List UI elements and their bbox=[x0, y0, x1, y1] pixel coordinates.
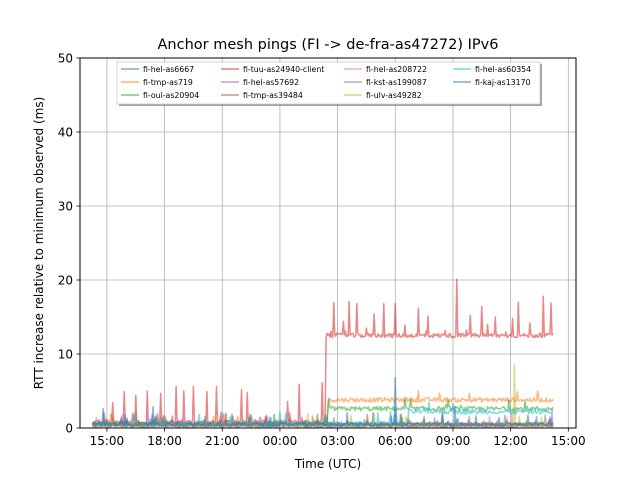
legend-label: fi-tmp-as39484 bbox=[243, 91, 303, 100]
y-tick-label: 10 bbox=[58, 348, 73, 362]
x-tick-label: 03:00 bbox=[320, 434, 355, 448]
y-axis-label: RTT increase relative to minimum observe… bbox=[32, 97, 46, 390]
x-tick-label: 15:00 bbox=[90, 434, 125, 448]
y-tick-label: 40 bbox=[58, 126, 73, 140]
x-axis-label: Time (UTC) bbox=[294, 457, 361, 471]
y-tick-label: 50 bbox=[58, 52, 73, 66]
legend-label: fi-ulv-as49282 bbox=[366, 91, 422, 100]
plot-frame bbox=[79, 57, 577, 429]
legend-label: fi-tmp-as719 bbox=[143, 78, 193, 87]
legend-label: fi-hel-as60354 bbox=[475, 65, 531, 74]
x-tick-label: 09:00 bbox=[436, 434, 471, 448]
legend: fi-hel-as6667 fi-tmp-as719 fi-oul-as20904 f… bbox=[116, 61, 542, 106]
legend-label: fi-tuu-as24940-client bbox=[243, 65, 324, 74]
y-tick-label: 20 bbox=[58, 274, 73, 288]
legend-label: fi-kaj-as13170 bbox=[475, 78, 531, 87]
legend-label: fi-hel-as6667 bbox=[143, 65, 194, 74]
y-tick-label: 30 bbox=[58, 200, 73, 214]
x-tick-label: 18:00 bbox=[147, 434, 182, 448]
x-tick-label: 15:00 bbox=[551, 434, 586, 448]
series-layer bbox=[91, 278, 554, 428]
chart-title: Anchor mesh pings (FI -> de-fra-as47272)… bbox=[158, 37, 499, 53]
y-axis: 0 10 20 30 40 50 bbox=[58, 52, 80, 436]
x-tick-label: 06:00 bbox=[378, 434, 413, 448]
y-tick-label: 0 bbox=[65, 422, 73, 436]
x-tick-label: 21:00 bbox=[205, 434, 240, 448]
legend-label: fi-kst-as199087 bbox=[366, 78, 427, 87]
series-line-fi-kaj-as13170 bbox=[91, 376, 554, 427]
legend-label: fi-oul-as20904 bbox=[143, 91, 199, 100]
x-tick-label: 00:00 bbox=[263, 434, 298, 448]
x-axis: 15:00 18:00 21:00 00:00 03:00 06:00 09:00 12:00… bbox=[90, 428, 586, 448]
legend-label: fi-hel-as208722 bbox=[366, 65, 427, 74]
x-tick-label: 12:00 bbox=[493, 434, 528, 448]
legend-label: fi-hel-as57692 bbox=[243, 78, 299, 87]
